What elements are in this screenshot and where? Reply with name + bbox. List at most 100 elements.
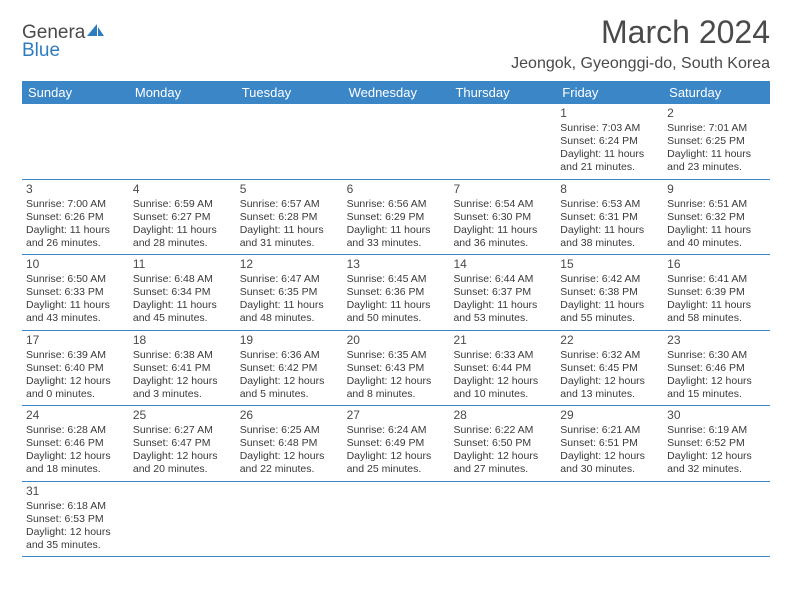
daylight-text: Daylight: 12 hours and 22 minutes. [240,450,339,476]
dayhead-monday: Monday [129,81,236,104]
sunrise-text: Sunrise: 7:01 AM [667,122,766,135]
sunset-text: Sunset: 6:29 PM [347,211,446,224]
sunrise-text: Sunrise: 6:50 AM [26,273,125,286]
day-number: 9 [667,182,766,197]
sunrise-text: Sunrise: 6:51 AM [667,198,766,211]
sunset-text: Sunset: 6:42 PM [240,362,339,375]
sunrise-text: Sunrise: 6:45 AM [347,273,446,286]
dayhead-saturday: Saturday [663,81,770,104]
day-cell: 6Sunrise: 6:56 AMSunset: 6:29 PMDaylight… [343,180,450,255]
daylight-text: Daylight: 12 hours and 15 minutes. [667,375,766,401]
day-cell: 8Sunrise: 6:53 AMSunset: 6:31 PMDaylight… [556,180,663,255]
day-number: 25 [133,408,232,423]
daylight-text: Daylight: 12 hours and 13 minutes. [560,375,659,401]
day-cell: 15Sunrise: 6:42 AMSunset: 6:38 PMDayligh… [556,255,663,330]
month-title: March 2024 [511,14,770,51]
daylight-text: Daylight: 11 hours and 28 minutes. [133,224,232,250]
day-cell: 24Sunrise: 6:28 AMSunset: 6:46 PMDayligh… [22,406,129,481]
daylight-text: Daylight: 11 hours and 50 minutes. [347,299,446,325]
day-number: 4 [133,182,232,197]
daylight-text: Daylight: 12 hours and 5 minutes. [240,375,339,401]
week-row: 10Sunrise: 6:50 AMSunset: 6:33 PMDayligh… [22,255,770,331]
day-cell: 27Sunrise: 6:24 AMSunset: 6:49 PMDayligh… [343,406,450,481]
day-number: 3 [26,182,125,197]
sunrise-text: Sunrise: 6:19 AM [667,424,766,437]
day-number: 16 [667,257,766,272]
sunrise-text: Sunrise: 6:30 AM [667,349,766,362]
sunset-text: Sunset: 6:36 PM [347,286,446,299]
empty-cell [129,482,236,557]
sunset-text: Sunset: 6:33 PM [26,286,125,299]
day-cell: 30Sunrise: 6:19 AMSunset: 6:52 PMDayligh… [663,406,770,481]
daylight-text: Daylight: 12 hours and 25 minutes. [347,450,446,476]
sunset-text: Sunset: 6:37 PM [453,286,552,299]
daylight-text: Daylight: 11 hours and 45 minutes. [133,299,232,325]
sunrise-text: Sunrise: 6:38 AM [133,349,232,362]
sunset-text: Sunset: 6:47 PM [133,437,232,450]
day-number: 15 [560,257,659,272]
daylight-text: Daylight: 12 hours and 18 minutes. [26,450,125,476]
day-cell: 10Sunrise: 6:50 AMSunset: 6:33 PMDayligh… [22,255,129,330]
day-number: 30 [667,408,766,423]
daylight-text: Daylight: 11 hours and 38 minutes. [560,224,659,250]
empty-cell [663,482,770,557]
page: GeneraBlue March 2024 Jeongok, Gyeonggi-… [0,0,792,557]
sunset-text: Sunset: 6:39 PM [667,286,766,299]
dayhead-wednesday: Wednesday [343,81,450,104]
day-number: 14 [453,257,552,272]
day-cell: 2Sunrise: 7:01 AMSunset: 6:25 PMDaylight… [663,104,770,179]
day-cell: 29Sunrise: 6:21 AMSunset: 6:51 PMDayligh… [556,406,663,481]
sunset-text: Sunset: 6:46 PM [667,362,766,375]
daylight-text: Daylight: 12 hours and 10 minutes. [453,375,552,401]
sunset-text: Sunset: 6:49 PM [347,437,446,450]
daylight-text: Daylight: 12 hours and 8 minutes. [347,375,446,401]
day-cell: 1Sunrise: 7:03 AMSunset: 6:24 PMDaylight… [556,104,663,179]
sunset-text: Sunset: 6:31 PM [560,211,659,224]
day-number: 7 [453,182,552,197]
empty-cell [449,104,556,179]
day-number: 22 [560,333,659,348]
sunset-text: Sunset: 6:50 PM [453,437,552,450]
daylight-text: Daylight: 11 hours and 40 minutes. [667,224,766,250]
day-cell: 23Sunrise: 6:30 AMSunset: 6:46 PMDayligh… [663,331,770,406]
week-row: 24Sunrise: 6:28 AMSunset: 6:46 PMDayligh… [22,406,770,482]
daylight-text: Daylight: 11 hours and 53 minutes. [453,299,552,325]
day-cell: 13Sunrise: 6:45 AMSunset: 6:36 PMDayligh… [343,255,450,330]
sunset-text: Sunset: 6:52 PM [667,437,766,450]
sunset-text: Sunset: 6:40 PM [26,362,125,375]
daylight-text: Daylight: 12 hours and 35 minutes. [26,526,125,552]
sunset-text: Sunset: 6:35 PM [240,286,339,299]
dayhead-friday: Friday [556,81,663,104]
day-cell: 3Sunrise: 7:00 AMSunset: 6:26 PMDaylight… [22,180,129,255]
sunrise-text: Sunrise: 6:39 AM [26,349,125,362]
day-number: 1 [560,106,659,121]
sunrise-text: Sunrise: 6:25 AM [240,424,339,437]
sunrise-text: Sunrise: 6:53 AM [560,198,659,211]
empty-cell [22,104,129,179]
empty-cell [236,104,343,179]
header: GeneraBlue March 2024 Jeongok, Gyeonggi-… [22,14,770,73]
daylight-text: Daylight: 11 hours and 55 minutes. [560,299,659,325]
sunrise-text: Sunrise: 6:33 AM [453,349,552,362]
daylight-text: Daylight: 11 hours and 26 minutes. [26,224,125,250]
sunrise-text: Sunrise: 6:54 AM [453,198,552,211]
day-cell: 17Sunrise: 6:39 AMSunset: 6:40 PMDayligh… [22,331,129,406]
day-number: 27 [347,408,446,423]
sunrise-text: Sunrise: 6:47 AM [240,273,339,286]
calendar-body: 1Sunrise: 7:03 AMSunset: 6:24 PMDaylight… [22,104,770,557]
day-number: 5 [240,182,339,197]
day-number: 29 [560,408,659,423]
sunset-text: Sunset: 6:43 PM [347,362,446,375]
day-number: 13 [347,257,446,272]
daylight-text: Daylight: 11 hours and 31 minutes. [240,224,339,250]
sunrise-text: Sunrise: 6:59 AM [133,198,232,211]
logo-text-blue: Blue [22,40,60,61]
day-cell: 5Sunrise: 6:57 AMSunset: 6:28 PMDaylight… [236,180,343,255]
week-row: 1Sunrise: 7:03 AMSunset: 6:24 PMDaylight… [22,104,770,180]
day-number: 21 [453,333,552,348]
day-cell: 12Sunrise: 6:47 AMSunset: 6:35 PMDayligh… [236,255,343,330]
sunrise-text: Sunrise: 6:21 AM [560,424,659,437]
daylight-text: Daylight: 11 hours and 23 minutes. [667,148,766,174]
day-cell: 26Sunrise: 6:25 AMSunset: 6:48 PMDayligh… [236,406,343,481]
logo: GeneraBlue [22,14,105,60]
